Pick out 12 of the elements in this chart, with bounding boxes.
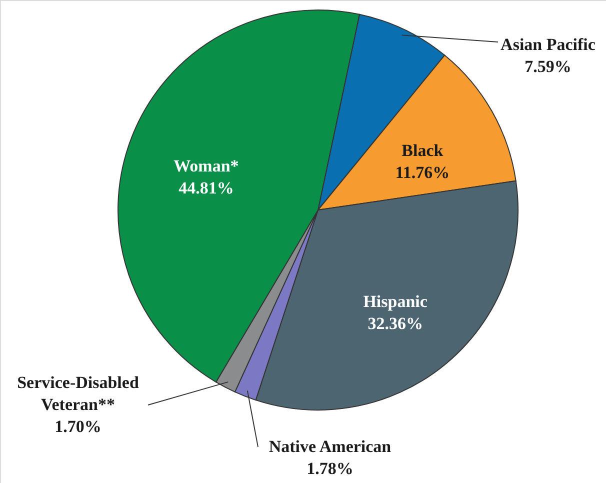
slice-label: Black bbox=[402, 140, 444, 160]
data-label: 11.76% bbox=[395, 162, 450, 182]
slice-label: Service-Disabled Veteran** bbox=[17, 373, 140, 414]
data-label: 7.59% bbox=[524, 57, 572, 76]
data-label: 1.78% bbox=[306, 459, 354, 478]
data-label: 1.70% bbox=[54, 417, 102, 436]
slice-label: Native American bbox=[268, 437, 392, 456]
slice-label: Asian Pacific bbox=[500, 35, 596, 54]
data-label: 44.81% bbox=[178, 178, 234, 198]
slice-label: Woman* bbox=[174, 156, 239, 176]
data-label: 32.36% bbox=[368, 314, 423, 333]
slice-label: Hispanic bbox=[363, 292, 428, 311]
